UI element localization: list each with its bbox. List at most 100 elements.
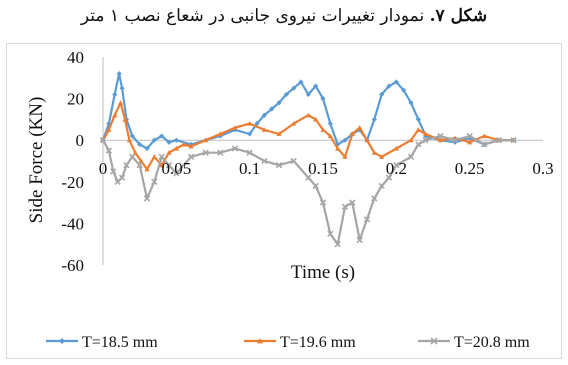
data-point: [393, 161, 400, 169]
data-point: [143, 195, 151, 202]
data-point: [122, 116, 128, 122]
legend-label: T=19.6 mm: [280, 334, 356, 351]
data-point: [298, 79, 304, 85]
data-point: [451, 137, 459, 144]
data-point: [327, 133, 333, 139]
data-point: [116, 71, 122, 77]
legend-item: T=18.5 mm: [46, 334, 158, 351]
series-line: [102, 134, 514, 246]
data-point: [261, 157, 268, 165]
data-point: [151, 137, 157, 143]
data-point: [123, 161, 130, 169]
data-point: [481, 133, 487, 139]
data-point: [371, 150, 377, 155]
data-point: [158, 153, 165, 161]
data-point: [166, 150, 172, 155]
data-point: [327, 120, 333, 127]
series-line: [101, 72, 514, 150]
x-axis-title: Time (s): [291, 262, 355, 283]
data-point: [510, 137, 517, 144]
data-point: [401, 87, 407, 93]
data-point: [305, 112, 311, 118]
y-tick-label: 20: [67, 90, 84, 109]
data-point: [320, 127, 326, 132]
y-tick-label: -40: [61, 214, 84, 233]
data-point: [203, 137, 209, 143]
data-point: [159, 162, 165, 168]
series-3: [99, 132, 517, 248]
data-point: [467, 139, 473, 145]
data-point: [320, 96, 326, 102]
x-tick-label: 0.3: [532, 159, 553, 178]
legend-label: T=18.5 mm: [82, 334, 158, 351]
data-point: [276, 131, 282, 137]
data-point: [254, 120, 260, 127]
data-point: [313, 116, 319, 122]
legend-item: T=19.6 mm: [244, 334, 356, 351]
data-point: [261, 112, 267, 118]
data-point: [247, 120, 253, 126]
data-point: [105, 147, 113, 154]
data-point: [291, 120, 297, 126]
data-point: [341, 203, 349, 210]
data-point: [481, 141, 488, 148]
data-point: [290, 157, 297, 165]
data-point: [386, 83, 392, 89]
data-point: [181, 141, 187, 147]
data-point: [138, 158, 144, 164]
data-point: [151, 154, 157, 159]
x-tick-label: 0.25: [455, 159, 485, 178]
data-point: [291, 85, 297, 91]
data-point: [305, 91, 311, 98]
data-point: [356, 236, 363, 244]
x-tick-label: 0.1: [239, 159, 260, 178]
data-point: [119, 85, 125, 91]
data-point: [422, 137, 429, 144]
data-point: [275, 161, 283, 169]
data-point: [99, 137, 107, 144]
figure-caption: شکل ۷. نمودار تغییرات نیروی جانبی در شعا…: [0, 6, 568, 26]
y-axis-title: Side Force (KN): [26, 97, 47, 224]
data-point: [129, 153, 136, 161]
data-point: [371, 195, 378, 202]
data-point: [144, 145, 150, 152]
data-point: [118, 100, 124, 105]
data-point: [173, 170, 180, 177]
chart-frame: [6, 43, 562, 359]
data-point: [217, 131, 223, 137]
data-point: [173, 145, 179, 151]
data-point: [151, 178, 158, 185]
y-tick-label: 0: [76, 131, 85, 150]
data-point: [364, 137, 370, 143]
data-point: [378, 182, 385, 190]
data-point: [217, 149, 224, 156]
figure-label: شکل ۷.: [429, 6, 488, 26]
legend-item: T=20.8 mm: [418, 334, 530, 351]
data-point: [327, 230, 334, 237]
data-point: [118, 174, 126, 181]
x-tick-labels: 0 0.05 0.1 0.15 0.2 0.25 0.3: [99, 159, 554, 178]
data-point: [269, 106, 275, 112]
plot-area: [99, 57, 543, 265]
data-point: [342, 154, 348, 159]
data-point: [159, 133, 165, 139]
data-point: [112, 112, 118, 118]
x-tick-label: 0.05: [161, 159, 191, 178]
data-point: [232, 125, 238, 130]
data-point: [379, 154, 385, 159]
x-tick-label: 0: [99, 159, 108, 178]
data-point: [349, 131, 355, 137]
data-point: [312, 182, 319, 190]
data-point: [126, 137, 132, 143]
data-point: [276, 100, 282, 106]
data-point: [136, 161, 143, 169]
data-point: [187, 153, 195, 161]
y-tick-label: -60: [61, 256, 84, 275]
data-point: [437, 137, 443, 143]
data-point: [415, 116, 421, 122]
data-point: [319, 199, 327, 206]
data-point: [408, 100, 414, 106]
data-point: [166, 139, 172, 145]
figure-caption-text: نمودار تغییرات نیروی جانبی در شعاع نصب ۱…: [80, 6, 425, 26]
